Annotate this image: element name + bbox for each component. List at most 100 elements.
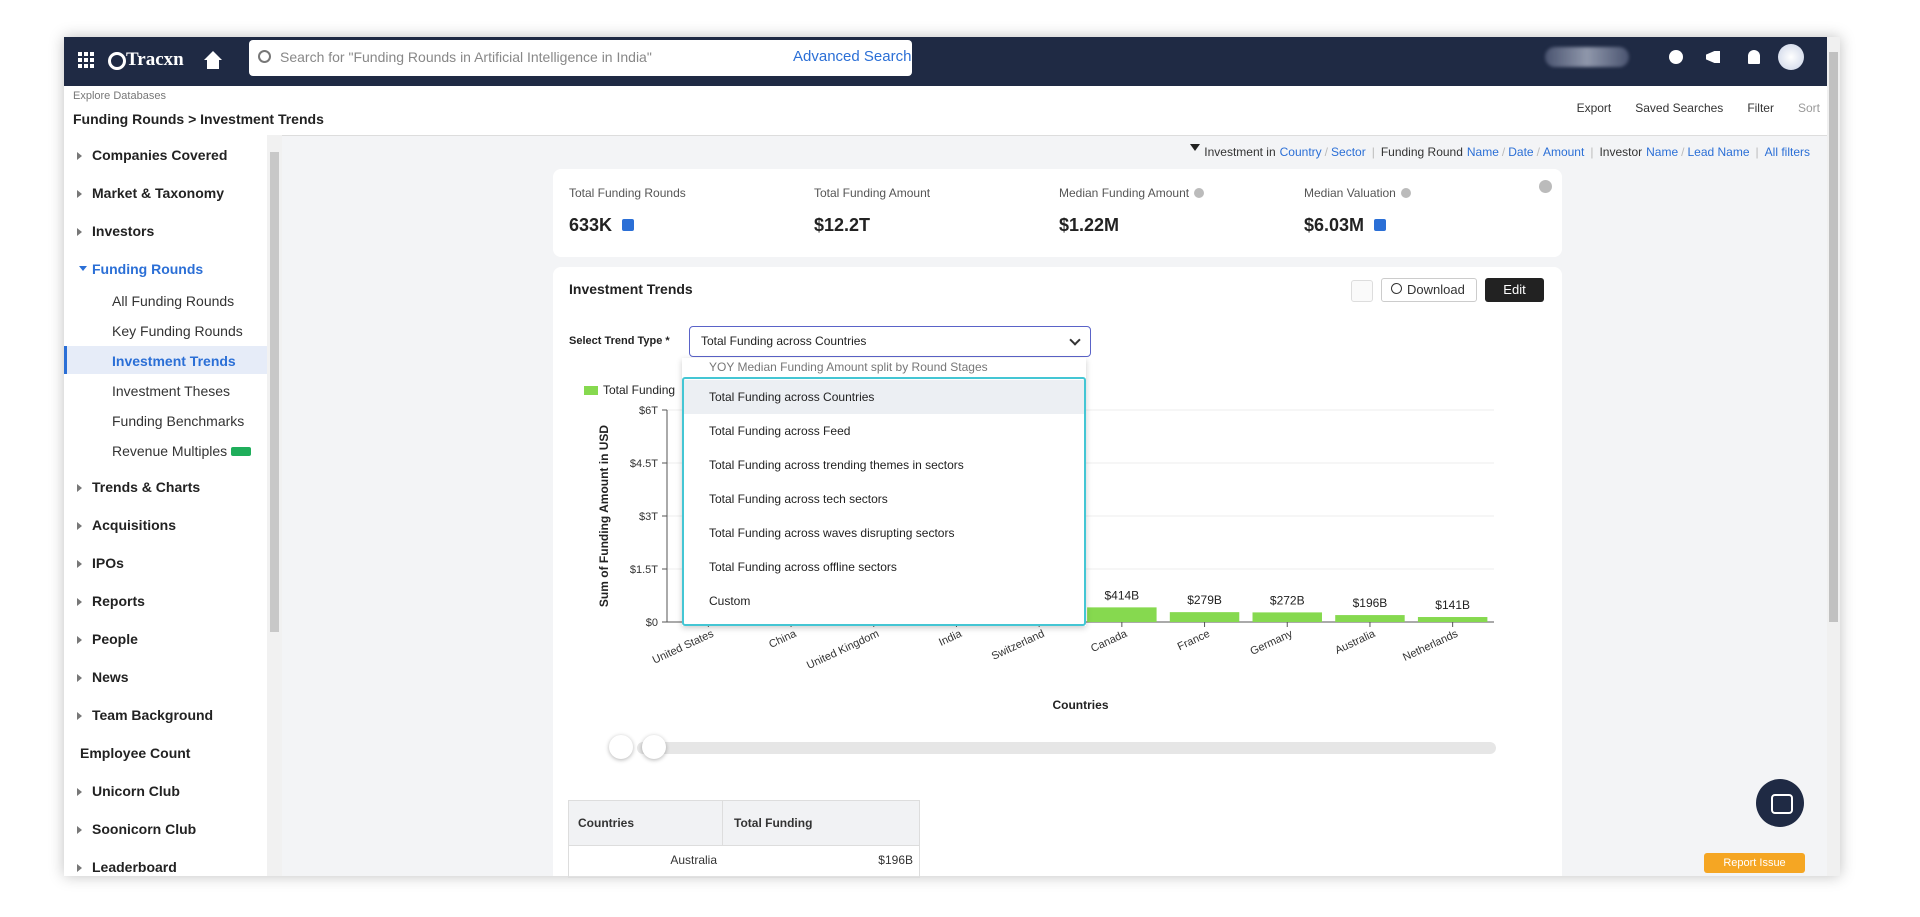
toolbar-button[interactable]: Sort [1797,101,1820,115]
chevron[interactable] [77,788,86,796]
chevron[interactable] [77,228,86,236]
filter-link[interactable]: Amount [1542,145,1585,159]
filter-link[interactable]: Name [1646,145,1679,159]
toolbar-button[interactable]: Filter [1747,101,1774,115]
home-icon[interactable] [204,51,222,60]
sidebar-subitem[interactable]: Investment Trends [112,353,236,369]
bar [1252,612,1322,622]
separator: / [1501,145,1506,159]
stat-value: 633K [569,215,613,235]
sidebar-subitem[interactable]: Funding Benchmarks [112,413,245,429]
chevron[interactable] [77,674,86,682]
dropdown-option[interactable]: Total Funding across trending themes in … [709,458,964,472]
x-tick-label: Netherlands [1401,628,1460,664]
sidebar-subitem[interactable]: Key Funding Rounds [112,323,243,339]
slider-track[interactable] [637,742,1496,754]
sidebar-item[interactable]: Employee Count [80,745,191,761]
brand-logo [108,52,126,70]
x-tick-label: Canada [1089,627,1130,655]
info-icon[interactable] [1194,188,1204,198]
chevron[interactable] [77,712,86,720]
announce-icon[interactable] [1706,51,1720,63]
legend-label: Total Funding [603,383,675,397]
filter-link[interactable]: Date [1508,145,1534,159]
sidebar-item[interactable]: Leaderboard [92,859,177,875]
chevron[interactable] [77,190,86,198]
grid-icon[interactable] [78,52,94,68]
all-filters[interactable]: All filters [1764,145,1810,159]
column-divider [722,801,723,845]
sidebar-item[interactable]: Investors [92,223,155,239]
sidebar-item[interactable]: Market & Taxonomy [92,185,224,201]
sidebar-item[interactable]: People [92,631,138,647]
chat-button[interactable] [1756,779,1804,827]
search-box[interactable] [249,40,912,76]
toolbar-button[interactable]: Export [1576,101,1612,115]
sidebar-subitem[interactable]: All Funding Rounds [112,293,235,309]
dropdown-option[interactable]: Total Funding across waves disrupting se… [709,526,955,540]
report-issue[interactable]: Report Issue [1704,853,1805,873]
sidebar-item[interactable]: Companies Covered [92,147,228,163]
value-label: $141B [1435,598,1470,612]
dropdown-option[interactable]: Total Funding across tech sectors [709,492,888,506]
chevron[interactable] [77,864,86,872]
filter-link[interactable]: Sector [1331,145,1366,159]
slider-handle[interactable] [609,735,633,759]
chevron[interactable] [79,266,87,275]
sidebar-item[interactable]: Unicorn Club [92,783,180,799]
sidebar-item[interactable]: Soonicorn Club [92,821,197,837]
sidebar-item[interactable]: Acquisitions [92,517,177,533]
x-tick-label: France [1176,628,1212,653]
chevron[interactable] [77,560,86,568]
link-icon[interactable] [1374,219,1386,231]
chevron[interactable] [77,598,86,606]
chevron[interactable] [77,484,86,492]
user-pill[interactable] [1545,47,1629,67]
sidebar-item[interactable]: Team Background [92,707,214,723]
stat-label: Total Funding Amount [814,186,931,200]
search-icon [258,50,271,63]
copy-button[interactable] [1351,280,1373,302]
filter-link[interactable]: Lead Name [1687,145,1750,159]
advanced-search[interactable]: Advanced Search [793,48,912,65]
select-box[interactable] [689,326,1091,357]
download-label: Download [1407,282,1465,297]
dropdown-option[interactable]: Total Funding across offline sectors [709,560,897,574]
slider-handle[interactable] [642,735,666,759]
link-icon[interactable] [622,219,634,231]
dropdown-list: YOY Median Funding Amount split by Round… [682,358,1086,626]
page-scroll-thumb[interactable] [1829,52,1838,622]
download-button[interactable]: Download [1381,278,1477,302]
chevron[interactable] [77,636,86,644]
sidebar-item[interactable]: IPOs [92,555,124,571]
sidebar-scroll-thumb[interactable] [270,152,279,632]
filter-link[interactable]: Name [1466,145,1499,159]
chevron[interactable] [77,826,86,834]
dropdown-option[interactable]: YOY Median Funding Amount split by Round… [709,360,988,374]
chevron[interactable] [77,152,86,160]
toolbar-button[interactable]: Saved Searches [1635,101,1724,115]
value-label: $196B [1353,596,1388,610]
x-tick-label: United Kingdom [805,628,881,672]
brand[interactable]: Tracxn [126,49,184,70]
sidebar-item[interactable]: Funding Rounds [92,261,204,277]
home-icon-base [207,60,219,69]
sidebar-item[interactable]: Trends & Charts [92,479,201,495]
sidebar-subitem[interactable]: Investment Theses [112,383,231,399]
sidebar-item[interactable]: Reports [92,593,145,609]
chevron[interactable] [77,522,86,530]
breadcrumb-section[interactable]: Explore Databases [73,90,166,102]
help-icon[interactable] [1669,50,1683,64]
dropdown-option[interactable]: Custom [709,594,751,608]
help-icon[interactable] [1539,180,1552,193]
dropdown-option[interactable]: Total Funding across Feed [709,424,851,438]
avatar[interactable] [1778,44,1804,70]
info-icon[interactable] [1401,188,1411,198]
bell-icon[interactable] [1748,50,1760,64]
dropdown-option[interactable]: Total Funding across Countries [682,380,1086,414]
sidebar-item[interactable]: News [92,669,129,685]
sidebar-subitem[interactable]: Revenue Multiples [112,443,252,459]
edit-button[interactable]: Edit [1485,278,1544,302]
filter-link[interactable]: Country [1279,145,1322,159]
